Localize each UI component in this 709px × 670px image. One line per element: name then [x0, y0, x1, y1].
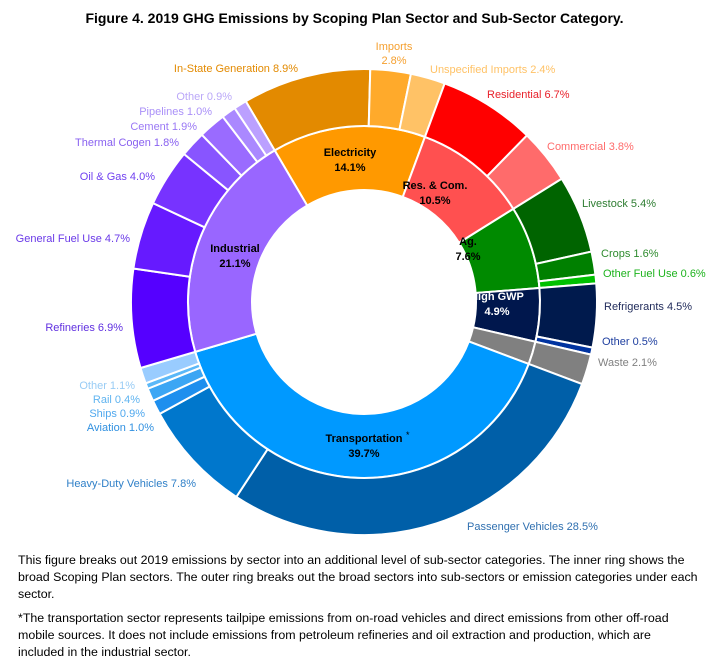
outer-label: General Fuel Use 4.7%: [16, 233, 131, 245]
chart-title: Figure 4. 2019 GHG Emissions by Scoping …: [85, 10, 624, 26]
outer-label: Oil & Gas 4.0%: [80, 171, 155, 183]
outer-label: Residential 6.7%: [487, 89, 570, 101]
outer-slice-other: [233, 99, 277, 158]
outer-label-value: 2.8%: [381, 55, 406, 67]
outer-label: Cement 1.9%: [130, 121, 197, 133]
outer-label: Refrigerants 4.5%: [604, 301, 692, 313]
outer-label: Heavy-Duty Vehicles 7.8%: [66, 478, 196, 490]
nested-donut-chart: In-State Generation 8.9% Imports 2.8% Unspe…: [16, 41, 706, 536]
outer-label: Crops 1.6%: [601, 248, 659, 260]
outer-label: Other 0.5%: [602, 336, 658, 348]
outer-label: Unspecified Imports 2.4%: [430, 64, 556, 76]
figure-footnote: *The transportation sector represents ta…: [18, 611, 669, 659]
sector-label: Ag.: [459, 236, 477, 248]
outer-label: Aviation 1.0%: [87, 422, 154, 434]
figure-description: This figure breaks out 2019 emissions by…: [18, 553, 698, 601]
sector-label: Res. & Com.: [403, 180, 468, 192]
outer-label: Livestock 5.4%: [582, 198, 656, 210]
outer-label: Other Fuel Use 0.6%: [603, 268, 706, 280]
outer-label: Other 0.9%: [176, 91, 232, 103]
outer-label: Imports: [376, 41, 413, 53]
sector-label: Transportation: [325, 433, 402, 445]
sector-value: 4.9%: [484, 306, 509, 318]
sector-value: 14.1%: [334, 162, 365, 174]
sector-value: 21.1%: [219, 258, 250, 270]
footnote-marker: *: [406, 430, 410, 440]
outer-label: Refineries 6.9%: [45, 322, 123, 334]
sector-value: 10.5%: [419, 195, 450, 207]
outer-label: Ships 0.9%: [89, 408, 145, 420]
outer-label: Commercial 3.8%: [547, 141, 634, 153]
sector-label: Industrial: [210, 243, 260, 255]
outer-label: Other 1.1%: [79, 380, 135, 392]
outer-label: Thermal Cogen 1.8%: [75, 137, 179, 149]
sector-value: 7.6%: [455, 251, 480, 263]
sector-label: High GWP: [470, 291, 524, 303]
outer-label: Passenger Vehicles 28.5%: [467, 521, 598, 533]
sector-label: Electricity: [324, 147, 377, 159]
outer-label: Waste 2.1%: [598, 357, 657, 369]
outer-label: Rail 0.4%: [93, 394, 140, 406]
outer-slice-refineries: [130, 267, 197, 370]
outer-label: Pipelines 1.0%: [139, 106, 212, 118]
outer-label: In-State Generation 8.9%: [174, 63, 298, 75]
sector-value: 39.7%: [348, 448, 379, 460]
